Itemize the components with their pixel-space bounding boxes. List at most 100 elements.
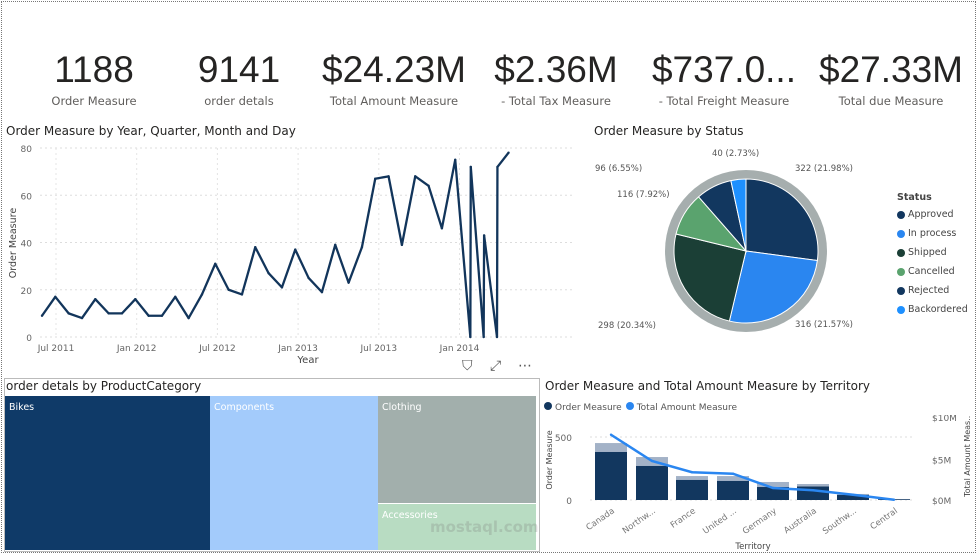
kpi-card[interactable]: $24.23M Total Amount Measure <box>309 48 479 108</box>
y-tick-label: 0 <box>566 497 572 507</box>
data-point <box>771 486 775 490</box>
data-point <box>107 312 110 315</box>
kpi-label: - Total Tax Measure <box>501 94 611 108</box>
legend-label: Backordered <box>908 304 968 315</box>
legend-label: In process <box>908 228 957 239</box>
focus-mode-icon[interactable]: ⤢ <box>490 358 502 374</box>
data-point <box>440 227 444 230</box>
data-point <box>334 243 337 247</box>
y2-tick-label: $10M <box>932 415 957 424</box>
data-point <box>496 165 499 169</box>
data-point <box>307 276 310 280</box>
combo-chart[interactable]: 0 500 $0M $5M $10M Order Measure Total Amount … <box>540 415 976 553</box>
data-point <box>851 493 855 496</box>
data-point <box>347 281 350 284</box>
legend-dot <box>625 402 634 410</box>
data-point <box>134 298 137 301</box>
x-tick-label: Canada <box>584 506 616 533</box>
pie-slice-backordered <box>730 178 747 252</box>
y2-tick-label: $5M <box>932 457 951 467</box>
kpi-card[interactable]: $737.0... - Total Freight Measure <box>639 48 809 108</box>
y-tick-label: 0 <box>26 334 32 344</box>
pie-data-label: 316 (21.57%) <box>795 320 853 330</box>
bar <box>676 479 708 500</box>
legend-dot <box>897 229 905 238</box>
data-point <box>650 459 654 463</box>
pie-data-label: 298 (20.34%) <box>598 321 656 331</box>
data-point <box>200 293 204 296</box>
treemap-tile-components[interactable]: Components <box>210 396 378 550</box>
kpi-label: order detals <box>204 94 274 108</box>
data-point <box>731 472 735 475</box>
x-tick-label: Central <box>869 506 900 532</box>
y-tick-label: 60 <box>21 192 33 202</box>
legend-item[interactable]: In process <box>897 224 968 243</box>
x-tick-label: Jul 2013 <box>359 344 397 354</box>
kpi-card[interactable]: 9141 order detals <box>154 48 324 108</box>
legend-item[interactable]: Rejected <box>897 281 968 300</box>
data-point <box>80 316 84 320</box>
legend-label: Shipped <box>908 247 947 258</box>
y-axis-title: Order Measure <box>545 430 554 489</box>
kpi-value: $24.23M <box>322 49 466 90</box>
x-tick-label: Jan 2014 <box>439 344 480 354</box>
series-line <box>610 433 895 501</box>
pie-slice-in-process <box>728 250 818 324</box>
more-options-icon[interactable]: ⋯ <box>518 358 532 374</box>
combo-chart-title: Order Measure and Total Amount Measure b… <box>545 379 871 393</box>
data-point <box>240 293 244 296</box>
kpi-card[interactable]: $27.33M Total due Measure <box>806 48 976 108</box>
data-point <box>160 314 164 317</box>
legend-label: Rejected <box>908 285 950 296</box>
legend-item[interactable]: Shipped <box>897 243 968 262</box>
x-tick-label: France <box>669 506 698 530</box>
kpi-value: 1188 <box>54 49 134 90</box>
data-point <box>294 248 297 251</box>
data-point <box>94 298 97 301</box>
legend-item[interactable]: Backordered <box>897 300 968 319</box>
data-point <box>811 489 815 492</box>
legend-item[interactable]: Approved <box>897 205 968 224</box>
y-axis-title: Order Measure <box>8 208 19 279</box>
kpi-value: $27.33M <box>819 49 963 90</box>
filter-icon[interactable]: ⛉ <box>462 358 473 374</box>
pie-chart[interactable]: 322 (21.98%) 316 (21.57%) 298 (20.34%) 116 … <box>590 140 890 340</box>
pie-chart-title: Order Measure by Status <box>594 124 744 138</box>
data-point <box>54 295 57 299</box>
treemap-visual[interactable] <box>4 378 540 552</box>
legend-item[interactable]: Cancelled <box>897 262 968 281</box>
data-point <box>454 158 457 162</box>
x-tick-label: Jul 2011 <box>37 344 75 354</box>
bar <box>636 465 668 500</box>
pie-data-label: 40 (2.73%) <box>712 149 759 159</box>
pie-slice-shipped <box>673 233 747 322</box>
kpi-label: Total due Measure <box>838 94 944 108</box>
pie-legend: Status Approved In process Shipped Cancelle… <box>897 192 968 319</box>
data-point <box>147 314 150 317</box>
legend-dot <box>897 210 905 219</box>
data-point <box>214 262 217 265</box>
line-chart[interactable]: 0 20 40 60 80 Jul 2011 Jan 2012 Jul 2012 Jan 201… <box>0 138 580 370</box>
y2-tick-label: $0M <box>932 497 951 507</box>
kpi-label: - Total Freight Measure <box>658 94 790 108</box>
legend-dot <box>897 267 905 276</box>
data-point <box>469 165 472 169</box>
line-chart-title: Order Measure by Year, Quarter, Month an… <box>6 124 296 138</box>
y-tick-label: 40 <box>21 240 33 250</box>
kpi-card[interactable]: 1188 Order Measure <box>9 48 179 108</box>
data-point <box>227 288 230 291</box>
x-tick-label: Jan 2012 <box>116 344 157 354</box>
data-point <box>374 177 377 180</box>
treemap-tile-accessories[interactable]: Accessories <box>378 503 536 550</box>
legend-dot <box>897 305 905 314</box>
data-point <box>482 234 486 237</box>
bar <box>837 494 869 500</box>
data-point <box>387 175 390 178</box>
x-tick-label: Jan 2013 <box>277 344 318 354</box>
legend-dot <box>897 286 905 295</box>
treemap-tile-clothing[interactable]: Clothing <box>378 396 536 503</box>
treemap-tile-bikes[interactable]: Bikes <box>5 396 210 550</box>
kpi-label: Total Amount Measure <box>329 94 459 108</box>
y-tick-label: 20 <box>21 287 33 297</box>
kpi-card[interactable]: $2.36M - Total Tax Measure <box>471 48 641 108</box>
